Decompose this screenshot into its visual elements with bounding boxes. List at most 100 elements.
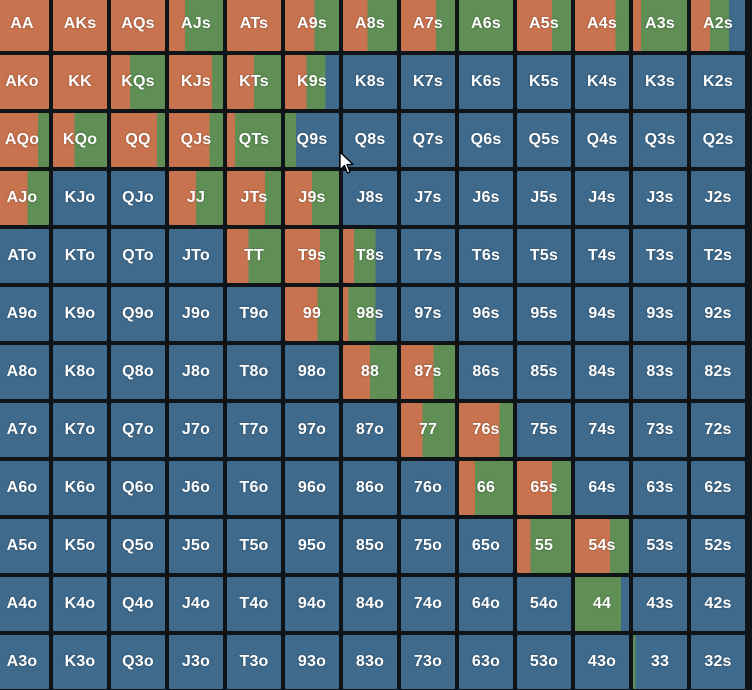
hand-cell-a6s[interactable]: A6s xyxy=(459,0,513,51)
hand-cell-qq[interactable]: QQ xyxy=(111,113,165,167)
hand-cell-97s[interactable]: 97s xyxy=(401,287,455,341)
hand-cell-73s[interactable]: 73s xyxy=(633,403,687,457)
hand-cell-76s[interactable]: 76s xyxy=(459,403,513,457)
hand-cell-84s[interactable]: 84s xyxy=(575,345,629,399)
hand-cell-k7s[interactable]: K7s xyxy=(401,55,455,109)
hand-cell-t9o[interactable]: T9o xyxy=(227,287,281,341)
hand-cell-q9o[interactable]: Q9o xyxy=(111,287,165,341)
hand-cell-64o[interactable]: 64o xyxy=(459,577,513,631)
hand-cell-j5s[interactable]: J5s xyxy=(517,171,571,225)
hand-cell-kqo[interactable]: KQo xyxy=(53,113,107,167)
hand-cell-aks[interactable]: AKs xyxy=(53,0,107,51)
hand-cell-98s[interactable]: 98s xyxy=(343,287,397,341)
hand-cell-q3o[interactable]: Q3o xyxy=(111,635,165,689)
hand-cell-97o[interactable]: 97o xyxy=(285,403,339,457)
hand-cell-k2s[interactable]: K2s xyxy=(691,55,745,109)
hand-cell-96s[interactable]: 96s xyxy=(459,287,513,341)
hand-cell-ajs[interactable]: AJs xyxy=(169,0,223,51)
hand-cell-t6s[interactable]: T6s xyxy=(459,229,513,283)
hand-cell-aqo[interactable]: AQo xyxy=(0,113,49,167)
hand-cell-jto[interactable]: JTo xyxy=(169,229,223,283)
hand-cell-63s[interactable]: 63s xyxy=(633,461,687,515)
hand-cell-a9o[interactable]: A9o xyxy=(0,287,49,341)
hand-cell-t7o[interactable]: T7o xyxy=(227,403,281,457)
hand-cell-84o[interactable]: 84o xyxy=(343,577,397,631)
hand-cell-a4o[interactable]: A4o xyxy=(0,577,49,631)
hand-cell-87o[interactable]: 87o xyxy=(343,403,397,457)
hand-cell-t3s[interactable]: T3s xyxy=(633,229,687,283)
hand-cell-42s[interactable]: 42s xyxy=(691,577,745,631)
hand-cell-qts[interactable]: QTs xyxy=(227,113,281,167)
hand-cell-k4o[interactable]: K4o xyxy=(53,577,107,631)
hand-cell-kts[interactable]: KTs xyxy=(227,55,281,109)
hand-cell-82s[interactable]: 82s xyxy=(691,345,745,399)
hand-cell-88[interactable]: 88 xyxy=(343,345,397,399)
hand-cell-87s[interactable]: 87s xyxy=(401,345,455,399)
hand-cell-43s[interactable]: 43s xyxy=(633,577,687,631)
hand-cell-k9s[interactable]: K9s xyxy=(285,55,339,109)
hand-cell-q3s[interactable]: Q3s xyxy=(633,113,687,167)
hand-cell-k6o[interactable]: K6o xyxy=(53,461,107,515)
hand-cell-q7o[interactable]: Q7o xyxy=(111,403,165,457)
hand-cell-33[interactable]: 33 xyxy=(633,635,687,689)
hand-cell-k3o[interactable]: K3o xyxy=(53,635,107,689)
hand-cell-ako[interactable]: AKo xyxy=(0,55,49,109)
hand-cell-77[interactable]: 77 xyxy=(401,403,455,457)
hand-cell-t4s[interactable]: T4s xyxy=(575,229,629,283)
hand-cell-63o[interactable]: 63o xyxy=(459,635,513,689)
hand-cell-72s[interactable]: 72s xyxy=(691,403,745,457)
hand-cell-73o[interactable]: 73o xyxy=(401,635,455,689)
hand-cell-85s[interactable]: 85s xyxy=(517,345,571,399)
hand-cell-t5s[interactable]: T5s xyxy=(517,229,571,283)
hand-cell-q7s[interactable]: Q7s xyxy=(401,113,455,167)
hand-cell-98o[interactable]: 98o xyxy=(285,345,339,399)
hand-cell-53o[interactable]: 53o xyxy=(517,635,571,689)
hand-cell-65o[interactable]: 65o xyxy=(459,519,513,573)
hand-cell-a6o[interactable]: A6o xyxy=(0,461,49,515)
hand-cell-74o[interactable]: 74o xyxy=(401,577,455,631)
hand-cell-j4s[interactable]: J4s xyxy=(575,171,629,225)
hand-cell-92s[interactable]: 92s xyxy=(691,287,745,341)
hand-cell-q6o[interactable]: Q6o xyxy=(111,461,165,515)
hand-cell-65s[interactable]: 65s xyxy=(517,461,571,515)
hand-cell-86s[interactable]: 86s xyxy=(459,345,513,399)
hand-cell-a8o[interactable]: A8o xyxy=(0,345,49,399)
hand-cell-83o[interactable]: 83o xyxy=(343,635,397,689)
hand-cell-t9s[interactable]: T9s xyxy=(285,229,339,283)
hand-cell-a3o[interactable]: A3o xyxy=(0,635,49,689)
hand-cell-kk[interactable]: KK xyxy=(53,55,107,109)
hand-cell-k8o[interactable]: K8o xyxy=(53,345,107,399)
hand-cell-a8s[interactable]: A8s xyxy=(343,0,397,51)
hand-cell-ajo[interactable]: AJo xyxy=(0,171,49,225)
hand-cell-t4o[interactable]: T4o xyxy=(227,577,281,631)
hand-cell-q5s[interactable]: Q5s xyxy=(517,113,571,167)
hand-cell-a9s[interactable]: A9s xyxy=(285,0,339,51)
hand-cell-66[interactable]: 66 xyxy=(459,461,513,515)
hand-cell-k3s[interactable]: K3s xyxy=(633,55,687,109)
hand-cell-74s[interactable]: 74s xyxy=(575,403,629,457)
hand-cell-q4s[interactable]: Q4s xyxy=(575,113,629,167)
hand-cell-94s[interactable]: 94s xyxy=(575,287,629,341)
hand-cell-t5o[interactable]: T5o xyxy=(227,519,281,573)
hand-cell-j8s[interactable]: J8s xyxy=(343,171,397,225)
hand-cell-75o[interactable]: 75o xyxy=(401,519,455,573)
hand-cell-a4s[interactable]: A4s xyxy=(575,0,629,51)
hand-cell-64s[interactable]: 64s xyxy=(575,461,629,515)
hand-cell-54s[interactable]: 54s xyxy=(575,519,629,573)
hand-cell-j6s[interactable]: J6s xyxy=(459,171,513,225)
hand-cell-54o[interactable]: 54o xyxy=(517,577,571,631)
hand-cell-96o[interactable]: 96o xyxy=(285,461,339,515)
hand-cell-75s[interactable]: 75s xyxy=(517,403,571,457)
hand-cell-t6o[interactable]: T6o xyxy=(227,461,281,515)
hand-cell-t8o[interactable]: T8o xyxy=(227,345,281,399)
hand-cell-j2s[interactable]: J2s xyxy=(691,171,745,225)
hand-cell-j7o[interactable]: J7o xyxy=(169,403,223,457)
hand-cell-j4o[interactable]: J4o xyxy=(169,577,223,631)
hand-cell-j5o[interactable]: J5o xyxy=(169,519,223,573)
hand-cell-62s[interactable]: 62s xyxy=(691,461,745,515)
hand-cell-j8o[interactable]: J8o xyxy=(169,345,223,399)
hand-cell-99[interactable]: 99 xyxy=(285,287,339,341)
hand-cell-k9o[interactable]: K9o xyxy=(53,287,107,341)
hand-cell-aqs[interactable]: AQs xyxy=(111,0,165,51)
hand-cell-qjs[interactable]: QJs xyxy=(169,113,223,167)
